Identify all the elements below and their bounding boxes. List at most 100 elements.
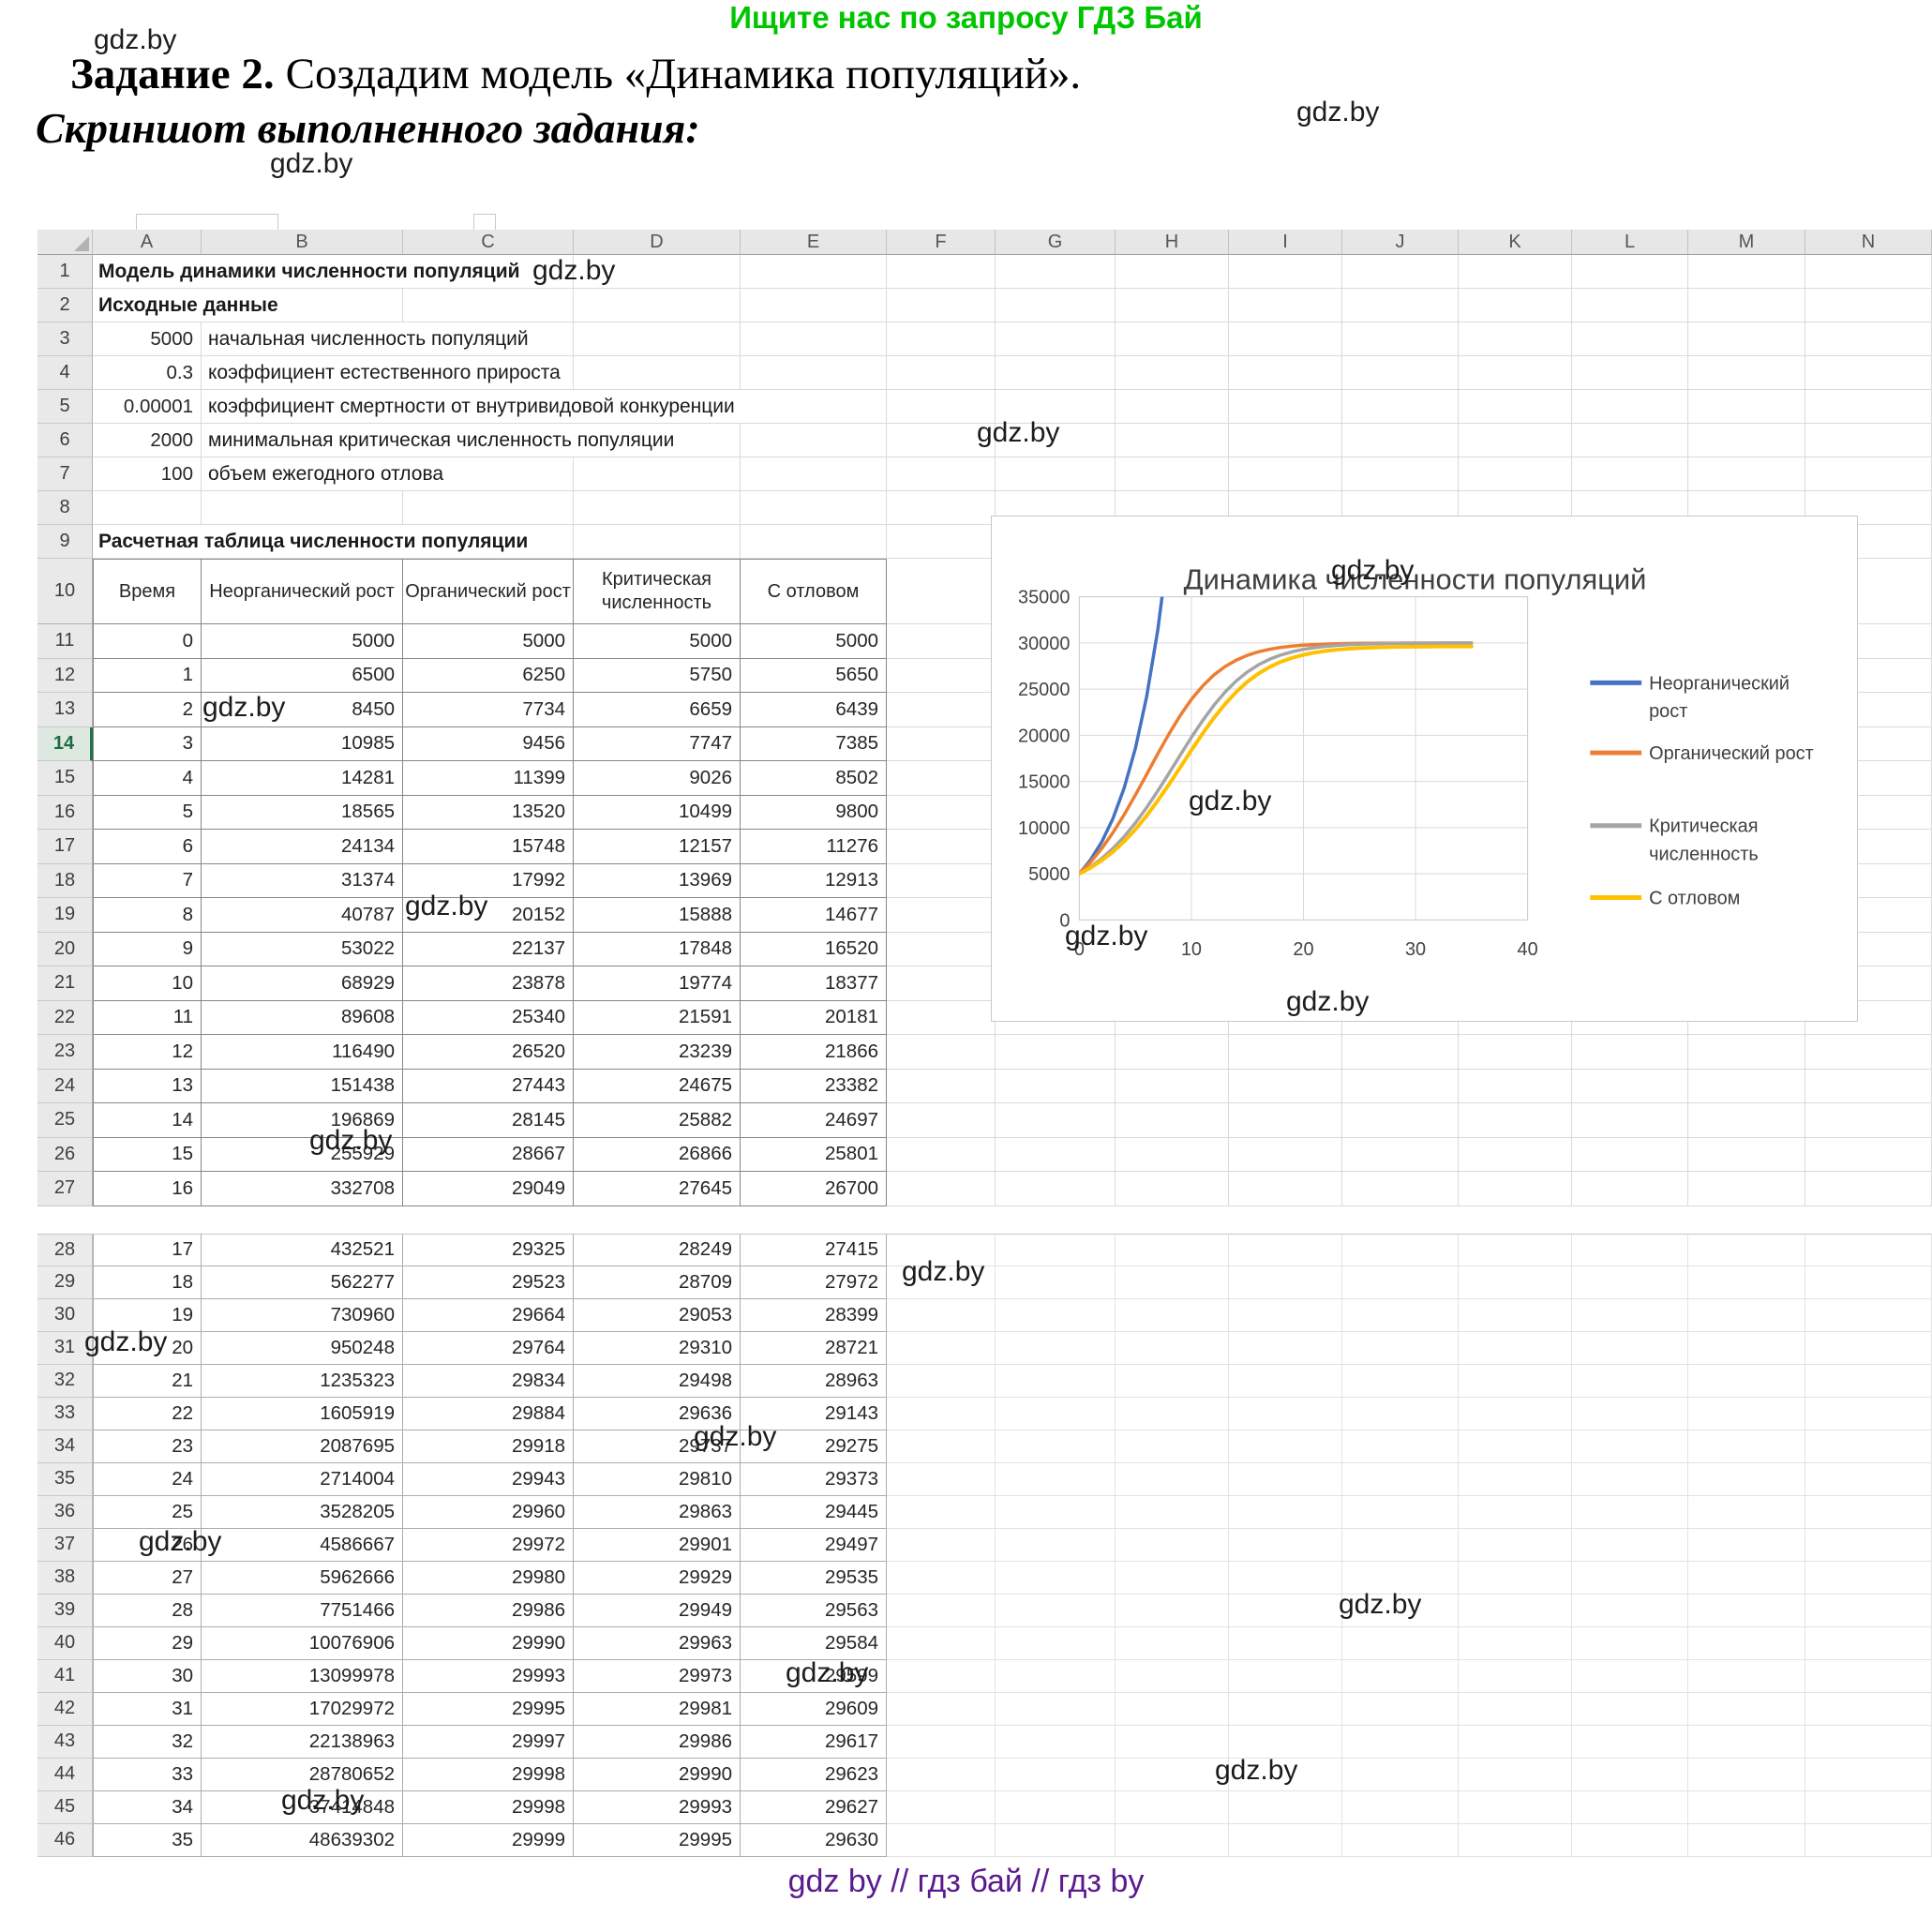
cell[interactable] <box>741 491 887 525</box>
cell[interactable] <box>1116 457 1229 491</box>
cell[interactable] <box>996 1823 1116 1857</box>
row-header-3[interactable]: 3 <box>37 322 93 356</box>
cell[interactable] <box>1229 1758 1342 1791</box>
cell-overflow-text[interactable]: коэффициент смертности от внутривидовой … <box>202 390 746 423</box>
cell[interactable]: 29949 <box>574 1594 741 1627</box>
row-header-20[interactable]: 20 <box>37 932 93 966</box>
cell[interactable]: 255929 <box>202 1137 403 1172</box>
cell[interactable]: 9 <box>93 932 202 966</box>
cell[interactable] <box>574 424 741 457</box>
cell[interactable]: 31374 <box>202 863 403 898</box>
row-header-22[interactable]: 22 <box>37 1000 93 1035</box>
cell[interactable]: 30 <box>93 1659 202 1693</box>
cell[interactable] <box>1342 1758 1459 1791</box>
cell[interactable] <box>1342 1430 1459 1463</box>
cell[interactable]: 8 <box>93 898 202 933</box>
cell[interactable] <box>996 1298 1116 1332</box>
cell[interactable]: 29990 <box>403 1626 574 1660</box>
cell[interactable] <box>403 255 574 289</box>
cell[interactable]: 29972 <box>403 1528 574 1562</box>
cell[interactable] <box>887 1495 996 1529</box>
cell[interactable] <box>887 1298 996 1332</box>
cell[interactable] <box>1572 424 1688 457</box>
cell[interactable] <box>1805 1725 1932 1759</box>
cell[interactable] <box>1805 457 1932 491</box>
cell[interactable]: 29535 <box>741 1561 887 1595</box>
table-column-header[interactable]: Органический рост <box>403 559 574 624</box>
cell[interactable] <box>996 1266 1116 1299</box>
cell[interactable]: 5650 <box>741 658 887 693</box>
cell[interactable] <box>1688 1790 1805 1824</box>
cell[interactable]: 28721 <box>741 1331 887 1365</box>
row-header-26[interactable]: 26 <box>37 1137 93 1172</box>
cell[interactable] <box>574 322 741 356</box>
cell[interactable] <box>1116 1233 1229 1266</box>
cell[interactable]: 15888 <box>574 898 741 933</box>
cell[interactable] <box>1229 255 1342 289</box>
cell[interactable]: 10 <box>93 966 202 1001</box>
cell[interactable] <box>1116 1758 1229 1791</box>
cell[interactable] <box>887 1692 996 1726</box>
cell[interactable] <box>403 457 574 491</box>
cell[interactable]: 14281 <box>202 761 403 796</box>
cell[interactable]: 29943 <box>403 1462 574 1496</box>
cell[interactable] <box>887 1823 996 1857</box>
cell[interactable] <box>1572 1692 1688 1726</box>
cell[interactable]: 7747 <box>574 726 741 761</box>
cell[interactable] <box>887 424 996 457</box>
cell[interactable]: 8450 <box>202 693 403 727</box>
cell[interactable] <box>887 624 996 659</box>
cell[interactable] <box>1688 1823 1805 1857</box>
column-header-E[interactable]: E <box>741 230 887 255</box>
cell[interactable]: 20 <box>93 1331 202 1365</box>
cell[interactable] <box>1688 1594 1805 1627</box>
cell[interactable] <box>996 1233 1116 1266</box>
cell[interactable] <box>1116 1331 1229 1365</box>
cell[interactable] <box>1572 1298 1688 1332</box>
cell[interactable]: 17029972 <box>202 1692 403 1726</box>
cell[interactable] <box>1805 390 1932 424</box>
column-header-F[interactable]: F <box>887 230 996 255</box>
cell[interactable] <box>887 1430 996 1463</box>
cell[interactable] <box>1229 1495 1342 1529</box>
cell[interactable] <box>1342 289 1459 322</box>
row-header-35[interactable]: 35 <box>37 1462 93 1496</box>
cell[interactable] <box>1342 1462 1459 1496</box>
cell[interactable]: 9026 <box>574 761 741 796</box>
cell[interactable]: 17 <box>93 1233 202 1266</box>
cell[interactable] <box>996 1035 1116 1070</box>
cell[interactable]: 29995 <box>403 1692 574 1726</box>
cell[interactable] <box>1342 1233 1459 1266</box>
row-header-24[interactable]: 24 <box>37 1069 93 1103</box>
cell[interactable]: 29929 <box>574 1561 741 1595</box>
cell[interactable] <box>1116 356 1229 390</box>
cell[interactable] <box>1459 1823 1572 1857</box>
cell[interactable] <box>1342 1172 1459 1206</box>
cell[interactable] <box>1459 1594 1572 1627</box>
cell[interactable]: 28 <box>93 1594 202 1627</box>
cell[interactable] <box>887 658 996 693</box>
cell[interactable] <box>1459 1758 1572 1791</box>
cell[interactable] <box>1459 1331 1572 1365</box>
row-header-21[interactable]: 21 <box>37 966 93 1001</box>
cell[interactable] <box>887 255 996 289</box>
cell[interactable] <box>1805 1233 1932 1266</box>
cell[interactable] <box>1229 1233 1342 1266</box>
row-header-40[interactable]: 40 <box>37 1626 93 1660</box>
cell[interactable]: 29990 <box>574 1758 741 1791</box>
cell[interactable] <box>996 1626 1116 1660</box>
cell[interactable] <box>1572 255 1688 289</box>
cell-overflow-text[interactable]: Исходные данные <box>98 289 290 322</box>
cell[interactable] <box>1688 424 1805 457</box>
cell[interactable] <box>202 491 403 525</box>
cell[interactable]: 29918 <box>403 1430 574 1463</box>
cell-overflow-text[interactable]: Расчетная таблица численности популяции <box>98 525 540 558</box>
cell[interactable]: 332708 <box>202 1172 403 1206</box>
cell[interactable] <box>1229 424 1342 457</box>
cell[interactable]: 15748 <box>403 830 574 864</box>
cell[interactable] <box>1572 1137 1688 1172</box>
cell[interactable] <box>1688 1626 1805 1660</box>
cell[interactable]: 20152 <box>403 898 574 933</box>
cell[interactable]: 29498 <box>574 1364 741 1398</box>
cell[interactable] <box>1459 1495 1572 1529</box>
